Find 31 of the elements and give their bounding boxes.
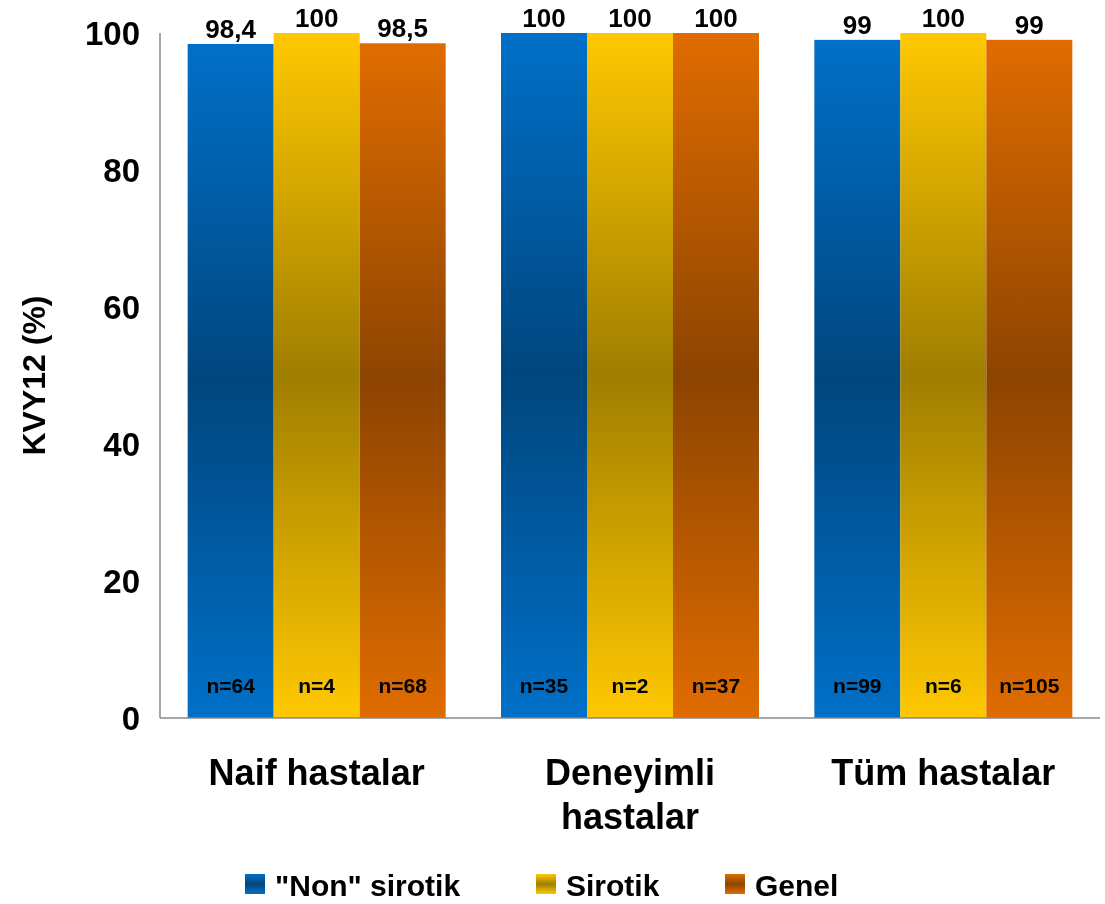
legend-label: Sirotik bbox=[566, 868, 660, 902]
data-label: 100 bbox=[694, 3, 738, 33]
y-axis-title: KVY12 (%) bbox=[16, 295, 52, 456]
annotation: n=6 bbox=[924, 674, 962, 697]
data-label: 100 bbox=[608, 3, 652, 33]
annotation: n=64 bbox=[206, 674, 256, 697]
annotation: n=35 bbox=[519, 674, 569, 697]
annotation: n=37 bbox=[691, 674, 741, 697]
data-label: 98,5 bbox=[377, 13, 428, 44]
annotation: n=4 bbox=[298, 674, 336, 697]
y-tick-label: 60 bbox=[103, 288, 140, 326]
data-label: 100 bbox=[294, 3, 339, 33]
legend-label: Genel bbox=[755, 868, 839, 902]
y-tick-label: 100 bbox=[84, 14, 140, 52]
x-tick-label: Tüm hastalar bbox=[831, 752, 1056, 793]
annotation: n=105 bbox=[999, 674, 1060, 697]
y-tick-label: 40 bbox=[103, 425, 140, 463]
y-tick-label: 0 bbox=[121, 699, 140, 737]
y-tick-label: 20 bbox=[103, 562, 140, 600]
data-label: 98,4 bbox=[205, 13, 257, 44]
annotation: n=2 bbox=[611, 674, 649, 697]
x-tick-label: Deneyimli hastalar bbox=[544, 752, 716, 837]
data-label: 100 bbox=[921, 3, 966, 33]
data-label: 100 bbox=[522, 3, 566, 33]
data-label: 99 bbox=[1014, 9, 1044, 40]
x-tick-label: Naif hastalar bbox=[208, 752, 425, 793]
y-tick-label: 80 bbox=[103, 151, 140, 189]
data-label: 99 bbox=[842, 9, 872, 40]
annotation: n=68 bbox=[378, 674, 428, 697]
annotation: n=99 bbox=[833, 674, 882, 697]
legend-label: "Non" sirotik bbox=[275, 868, 461, 902]
